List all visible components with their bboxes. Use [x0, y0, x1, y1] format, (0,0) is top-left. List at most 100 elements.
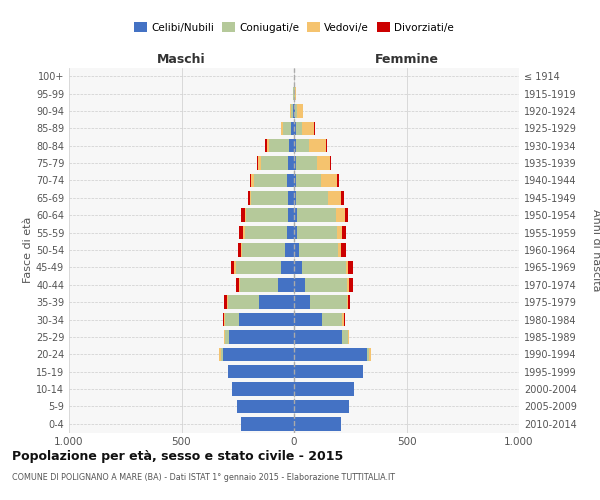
Bar: [254, 174, 287, 188]
Bar: [238, 243, 241, 257]
Bar: [287, 174, 294, 188]
Bar: [281, 122, 283, 135]
Bar: [231, 260, 235, 274]
Bar: [223, 312, 224, 326]
Bar: [219, 348, 221, 361]
Bar: [288, 156, 294, 170]
Bar: [295, 87, 296, 101]
Bar: [281, 260, 294, 274]
Bar: [294, 208, 298, 222]
Bar: [244, 226, 245, 239]
Bar: [221, 348, 223, 361]
Bar: [348, 260, 353, 274]
Bar: [296, 191, 328, 204]
Bar: [250, 191, 251, 204]
Bar: [294, 348, 367, 361]
Bar: [337, 226, 343, 239]
Bar: [310, 296, 347, 309]
Bar: [241, 417, 294, 430]
Bar: [296, 139, 308, 152]
Bar: [328, 191, 341, 204]
Bar: [294, 400, 349, 413]
Bar: [299, 243, 338, 257]
Bar: [289, 191, 294, 204]
Bar: [348, 330, 349, 344]
Bar: [265, 139, 266, 152]
Bar: [348, 296, 350, 309]
Bar: [294, 417, 341, 430]
Bar: [224, 312, 226, 326]
Bar: [224, 330, 226, 344]
Bar: [294, 156, 296, 170]
Bar: [227, 296, 259, 309]
Bar: [285, 243, 294, 257]
Bar: [240, 278, 278, 291]
Bar: [294, 122, 296, 135]
Bar: [269, 139, 289, 152]
Bar: [294, 104, 295, 118]
Bar: [370, 348, 371, 361]
Bar: [245, 208, 289, 222]
Bar: [294, 365, 362, 378]
Bar: [278, 278, 294, 291]
Bar: [343, 330, 348, 344]
Bar: [343, 226, 346, 239]
Bar: [236, 400, 294, 413]
Bar: [241, 243, 242, 257]
Bar: [321, 174, 337, 188]
Bar: [235, 260, 281, 274]
Bar: [232, 382, 294, 396]
Bar: [341, 191, 343, 204]
Y-axis label: Fasce di età: Fasce di età: [23, 217, 33, 283]
Bar: [294, 330, 343, 344]
Bar: [239, 226, 244, 239]
Bar: [235, 278, 239, 291]
Bar: [344, 208, 348, 222]
Bar: [294, 174, 296, 188]
Bar: [294, 226, 298, 239]
Bar: [226, 330, 229, 344]
Bar: [294, 260, 302, 274]
Bar: [341, 243, 346, 257]
Bar: [239, 312, 294, 326]
Bar: [317, 156, 330, 170]
Bar: [248, 191, 250, 204]
Bar: [294, 382, 353, 396]
Bar: [296, 122, 302, 135]
Bar: [239, 278, 240, 291]
Bar: [294, 191, 296, 204]
Bar: [302, 122, 314, 135]
Bar: [289, 208, 294, 222]
Bar: [335, 208, 344, 222]
Bar: [251, 191, 289, 204]
Bar: [251, 174, 254, 188]
Bar: [293, 104, 294, 118]
Bar: [347, 296, 348, 309]
Bar: [294, 243, 299, 257]
Bar: [224, 296, 227, 309]
Bar: [260, 156, 288, 170]
Bar: [330, 156, 331, 170]
Bar: [294, 139, 296, 152]
Bar: [297, 104, 302, 118]
Bar: [242, 243, 285, 257]
Bar: [241, 208, 245, 222]
Bar: [314, 122, 316, 135]
Bar: [298, 226, 337, 239]
Bar: [325, 139, 326, 152]
Bar: [250, 174, 251, 188]
Bar: [338, 243, 341, 257]
Text: Femmine: Femmine: [374, 52, 439, 66]
Bar: [337, 174, 339, 188]
Y-axis label: Anni di nascita: Anni di nascita: [590, 209, 600, 291]
Bar: [305, 278, 347, 291]
Bar: [291, 104, 293, 118]
Bar: [226, 312, 239, 326]
Bar: [283, 122, 292, 135]
Text: COMUNE DI POLIGNANO A MARE (BA) - Dati ISTAT 1° gennaio 2015 - Elaborazione TUTT: COMUNE DI POLIGNANO A MARE (BA) - Dati I…: [12, 472, 395, 482]
Bar: [322, 312, 343, 326]
Bar: [292, 122, 294, 135]
Bar: [294, 312, 322, 326]
Bar: [259, 156, 260, 170]
Bar: [259, 296, 294, 309]
